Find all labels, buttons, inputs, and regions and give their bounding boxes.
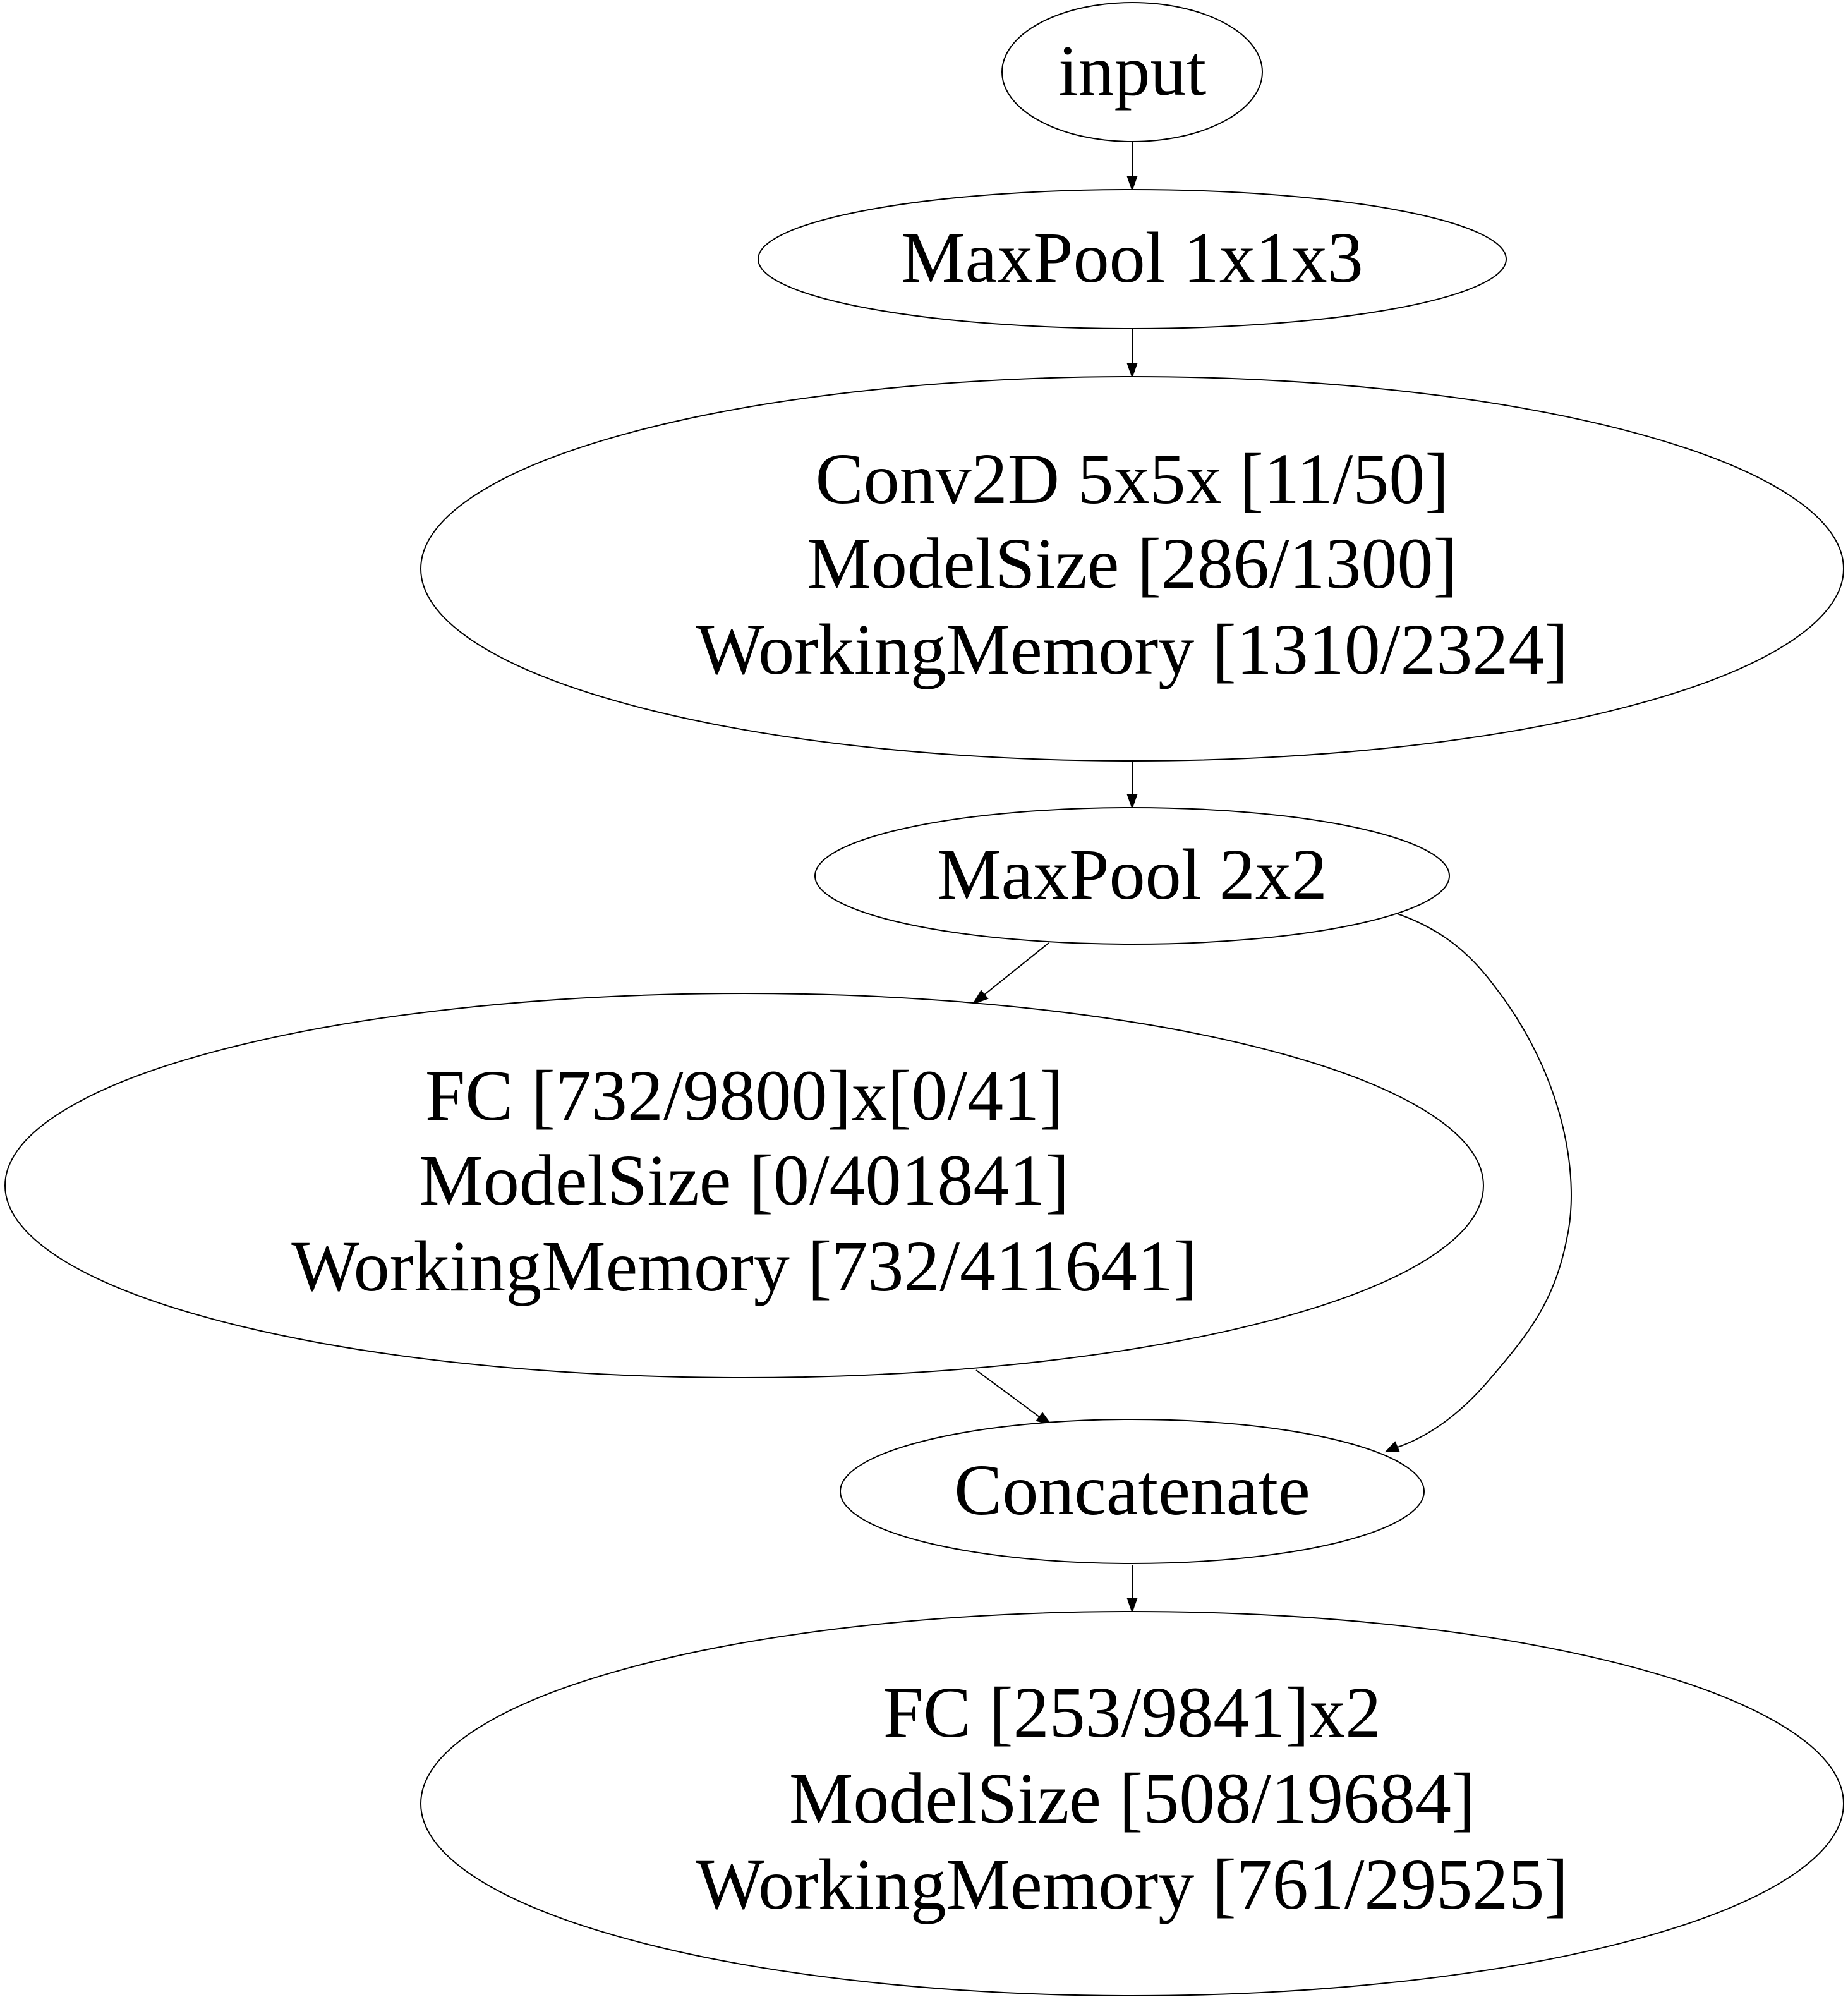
node-fc2: FC [253/9841]x2 ModelSize [508/19684] Wo… (420, 1611, 1844, 1996)
node-fc2-line-1: FC [253/9841]x2 (883, 1672, 1382, 1752)
node-fc2-line-3: WorkingMemory [761/29525] (696, 1844, 1569, 1924)
edge-conv2d-to-maxpool2 (1126, 761, 1138, 810)
edge-maxpool1-to-conv2d (1126, 329, 1138, 379)
node-concat-label: Concatenate (954, 1450, 1310, 1530)
node-fc2-line-2: ModelSize [508/19684] (789, 1758, 1475, 1838)
node-maxpool2: MaxPool 2x2 (814, 807, 1450, 945)
node-conv2d-line-1: Conv2D 5x5x [11/50] (816, 439, 1449, 519)
edge-fc1-to-concat (975, 1369, 1053, 1426)
node-fc1-line-1: FC [732/9800]x[0/41] (425, 1055, 1063, 1136)
node-conv2d-line-3: WorkingMemory [1310/2324] (696, 609, 1569, 689)
node-maxpool2-label: MaxPool 2x2 (937, 834, 1327, 914)
edge-maxpool2-to-fc1 (972, 942, 1049, 1005)
node-concat: Concatenate (840, 1419, 1425, 1564)
node-maxpool1: MaxPool 1x1x3 (758, 189, 1507, 329)
node-conv2d: Conv2D 5x5x [11/50] ModelSize [286/1300]… (420, 376, 1844, 762)
edge-maxpool2-to-concat (1384, 913, 1572, 1453)
node-maxpool1-label: MaxPool 1x1x3 (901, 217, 1363, 298)
edges (972, 142, 1572, 1614)
node-input: input (1001, 2, 1263, 142)
node-fc1: FC [732/9800]x[0/41] ModelSize [0/401841… (4, 993, 1484, 1378)
node-fc1-line-2: ModelSize [0/401841] (419, 1140, 1069, 1220)
node-conv2d-line-2: ModelSize [286/1300] (807, 523, 1457, 604)
edge-input-to-maxpool1 (1126, 142, 1138, 192)
node-input-label: input (1058, 30, 1206, 111)
edge-concat-to-fc2 (1126, 1565, 1138, 1614)
node-fc1-line-3: WorkingMemory [732/411641] (291, 1226, 1197, 1306)
